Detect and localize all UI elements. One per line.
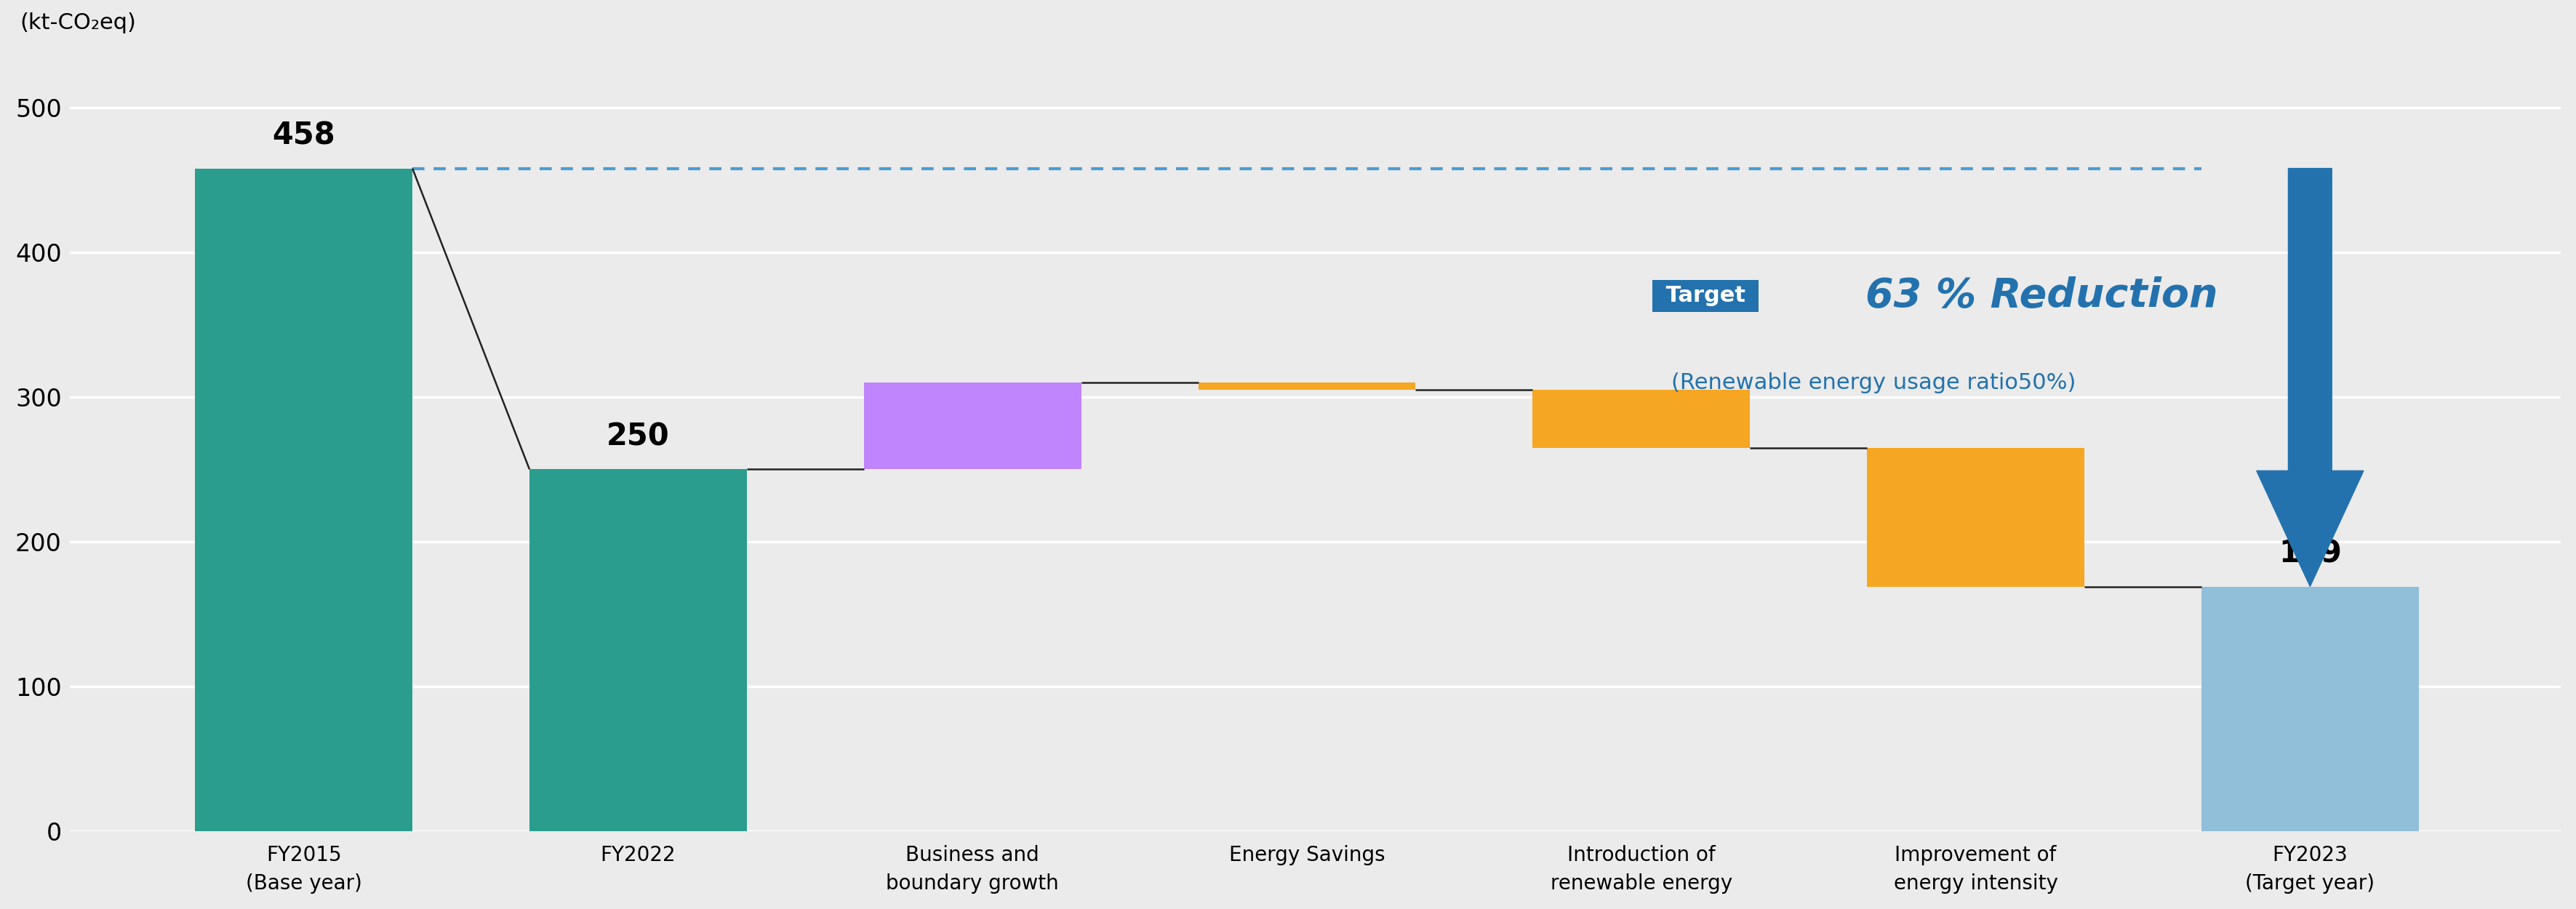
- Text: 63 % Reduction: 63 % Reduction: [1865, 276, 2218, 315]
- Bar: [1533, 390, 1749, 447]
- Text: 250: 250: [605, 422, 670, 452]
- Text: 458: 458: [273, 121, 335, 151]
- Bar: [1868, 447, 2084, 586]
- Bar: [2202, 586, 2419, 831]
- Bar: [196, 168, 412, 831]
- Text: 169: 169: [2277, 539, 2342, 569]
- Bar: [863, 383, 1082, 469]
- Text: (Renewable energy usage ratio50%): (Renewable energy usage ratio50%): [1672, 372, 2076, 393]
- Bar: [531, 469, 747, 831]
- FancyArrow shape: [2257, 168, 2365, 586]
- Text: Target: Target: [1659, 285, 1754, 306]
- Text: (kt-CO₂eq): (kt-CO₂eq): [21, 13, 137, 34]
- Bar: [1198, 383, 1417, 390]
